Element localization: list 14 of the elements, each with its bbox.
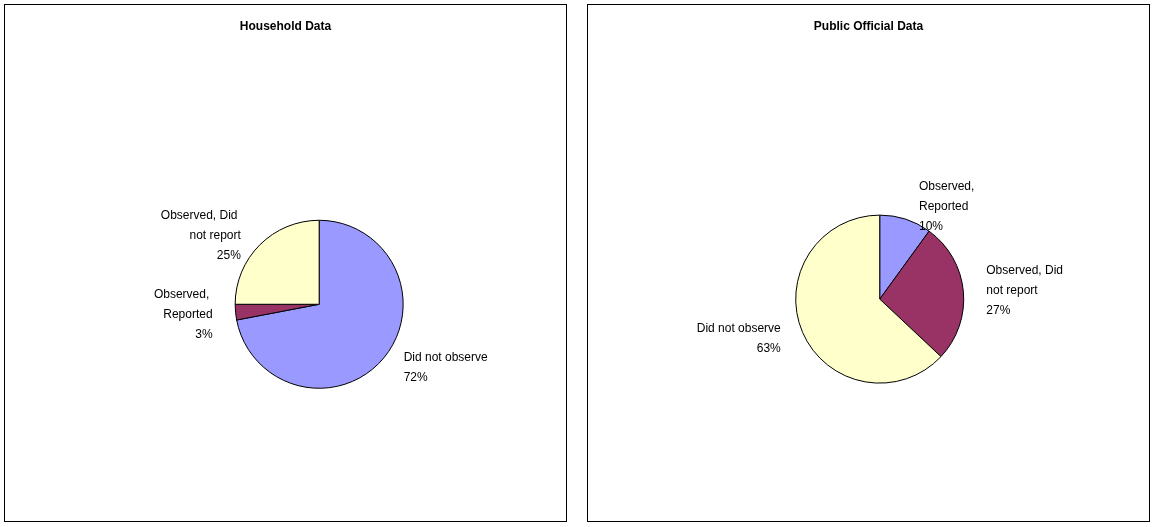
data-label: 3% bbox=[195, 326, 213, 341]
chart-title: Household Data bbox=[239, 19, 332, 33]
slice-label: Observed, Reported bbox=[919, 178, 978, 213]
slice-label: Did not observe bbox=[696, 321, 782, 336]
data-label: 63% bbox=[756, 341, 782, 356]
slice-label: Observed, Reported bbox=[153, 286, 213, 321]
chart-title: Public Official Data bbox=[813, 19, 924, 33]
slice-label: Observed, Did not report bbox=[986, 262, 1067, 297]
data-label: 72% bbox=[403, 369, 429, 384]
data-label: 27% bbox=[986, 302, 1011, 317]
data-label: 10% bbox=[919, 218, 944, 233]
slice-label: Observed, Did not report bbox=[160, 207, 242, 242]
data-label: 25% bbox=[216, 247, 242, 262]
slice-label: Did not observe bbox=[403, 349, 489, 364]
